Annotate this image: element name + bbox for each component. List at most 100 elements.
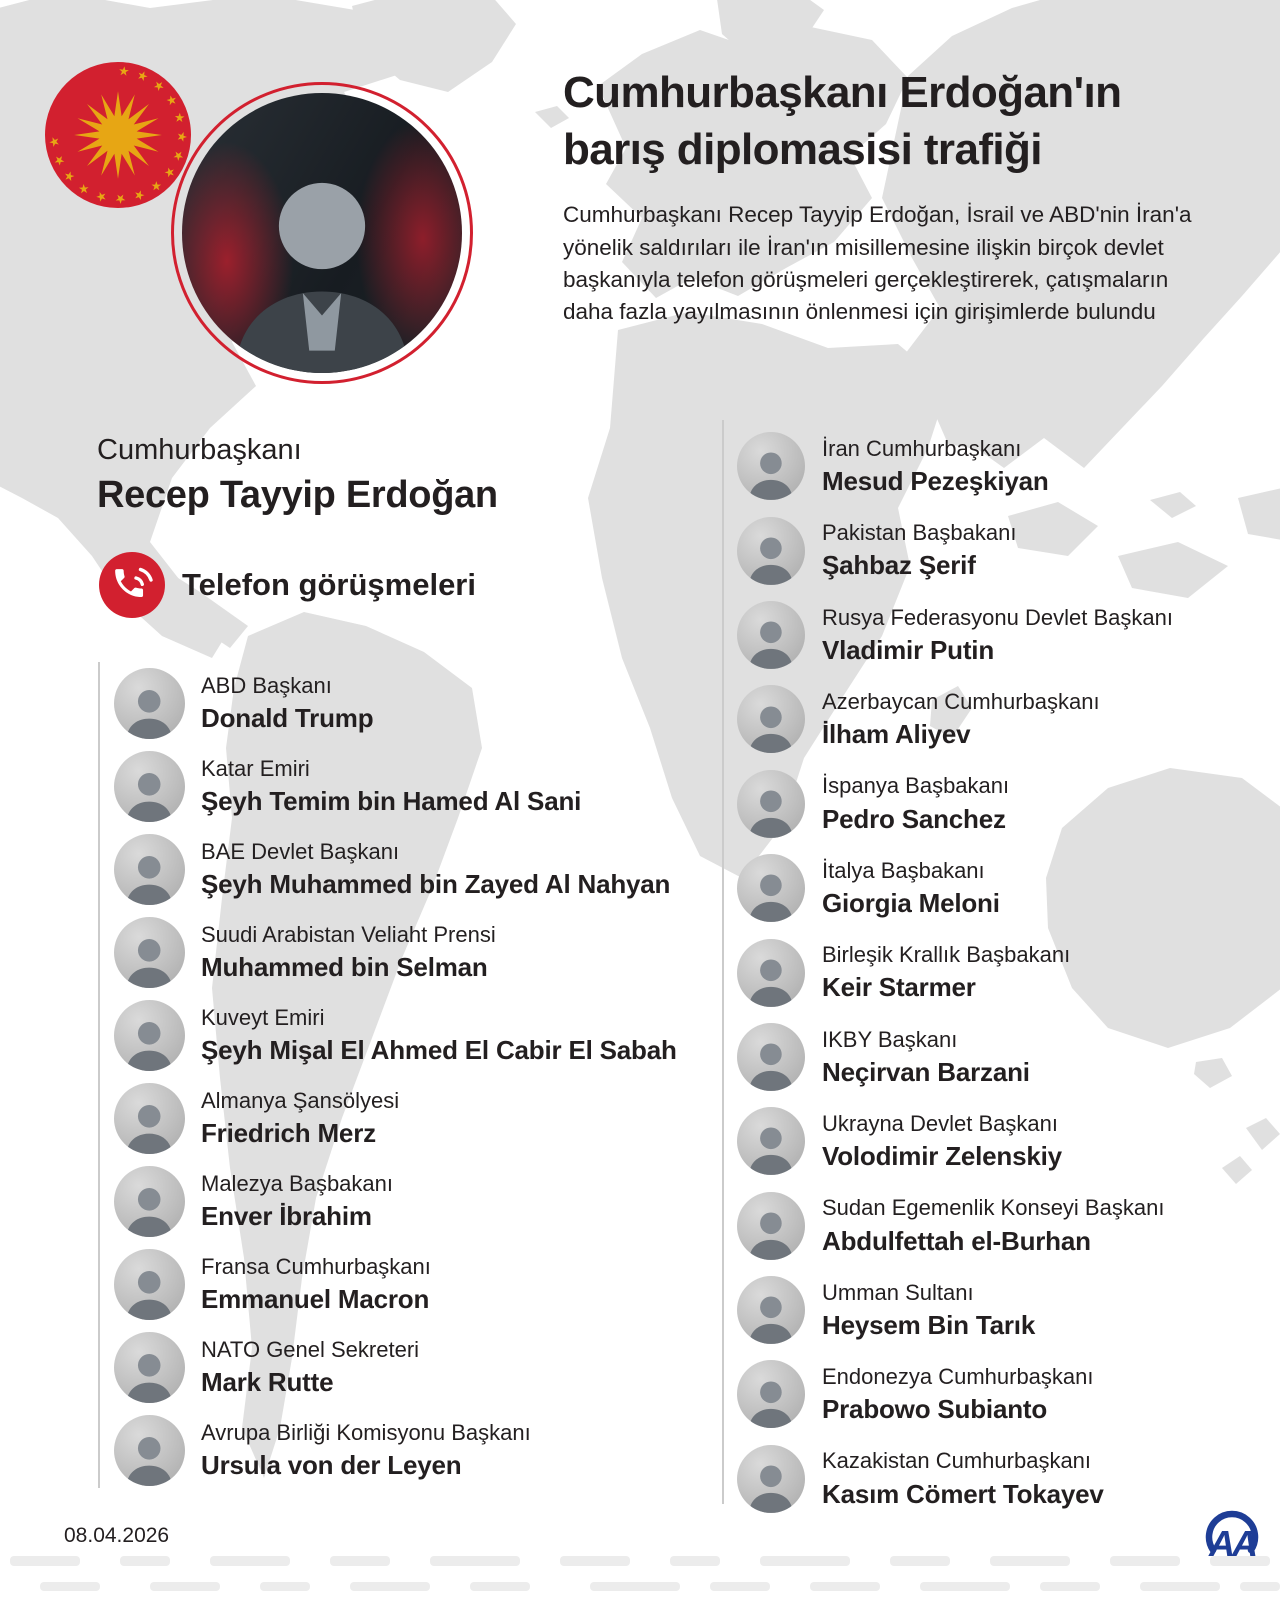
president-title: Cumhurbaşkanı xyxy=(97,434,302,466)
leader-text: Birleşik Krallık Başbakanı Keir Starmer xyxy=(822,942,1070,1002)
leader-name: Friedrich Merz xyxy=(201,1118,376,1149)
leader-title: Avrupa Birliği Komisyonu Başkanı xyxy=(201,1420,531,1446)
leader-title: Almanya Şansölyesi xyxy=(201,1088,400,1114)
leader-title: Malezya Başbakanı xyxy=(201,1171,393,1197)
presidential-seal-icon: ★ ★ ★ ★ ★ ★ ★ ★ ★ ★ ★ ★ ★ ★ ★ ★ xyxy=(45,62,191,208)
leader-photo xyxy=(737,600,805,669)
leader-photo xyxy=(737,1191,805,1260)
leader-name: Giorgia Meloni xyxy=(822,887,1000,918)
leader-name: Mesud Pezeşkiyan xyxy=(822,465,1049,496)
leader-title: Kuveyt Emiri xyxy=(201,1005,325,1031)
map-south-america xyxy=(212,612,482,1478)
person-silhouette-icon xyxy=(126,1270,173,1320)
anadolu-agency-logo: AA xyxy=(1205,1510,1259,1564)
leader-photo xyxy=(114,668,185,739)
leader-item: NATO Genel Sekreteri Mark Rutte xyxy=(114,1326,677,1409)
president-photo-ring xyxy=(171,82,473,384)
leader-photo xyxy=(737,685,805,754)
person-silhouette-icon xyxy=(749,959,793,1007)
map-europe xyxy=(598,26,908,298)
person-silhouette-icon xyxy=(126,772,173,822)
leader-text: Fransa Cumhurbaşkanı Emmanuel Macron xyxy=(201,1254,431,1315)
leader-name: Şahbaz Şerif xyxy=(822,550,976,581)
leader-text: Malezya Başbakanı Enver İbrahim xyxy=(201,1171,393,1231)
leader-photo xyxy=(114,1415,185,1486)
leader-name: Emmanuel Macron xyxy=(201,1284,430,1315)
leader-title: Ukrayna Devlet Başkanı xyxy=(822,1110,1058,1136)
person-silhouette-icon xyxy=(749,1127,793,1176)
person-silhouette-icon xyxy=(749,874,793,923)
president-name: Recep Tayyip Erdoğan xyxy=(97,474,498,516)
leader-text: Avrupa Birliği Komisyonu Başkanı Ursula … xyxy=(201,1420,531,1480)
leader-name: Prabowo Subianto xyxy=(822,1394,1048,1425)
leader-title: İran Cumhurbaşkanı xyxy=(822,435,1022,461)
president-intro: Cumhurbaşkanı Recep Tayyip Erdoğan xyxy=(97,434,498,517)
leader-item: Katar Emiri Şeyh Temim bin Hamed Al Sani xyxy=(114,745,677,828)
leader-title: Endonezya Cumhurbaşkanı xyxy=(822,1364,1094,1390)
leader-text: Ukrayna Devlet Başkanı Volodimir Zelensk… xyxy=(822,1110,1062,1171)
person-silhouette-icon xyxy=(749,1212,793,1260)
leader-name: Vladimir Putin xyxy=(822,634,995,665)
leader-photo xyxy=(737,432,805,501)
leader-title: NATO Genel Sekreteri xyxy=(201,1337,420,1363)
map-new-zealand-north xyxy=(1246,1118,1280,1150)
map-africa xyxy=(588,312,948,878)
leader-text: İtalya Başbakanı Giorgia Meloni xyxy=(822,857,1000,918)
leader-title: Azerbaycan Cumhurbaşkanı xyxy=(822,688,1100,714)
leader-item: Azerbaycan Cumhurbaşkanı İlham Aliyev xyxy=(737,677,1173,761)
leader-item: Rusya Federasyonu Devlet Başkanı Vladimi… xyxy=(737,593,1173,677)
leader-item: Birleşik Krallık Başbakanı Keir Starmer xyxy=(737,930,1173,1014)
leader-title: Pakistan Başbakanı xyxy=(822,520,1017,546)
right-column-divider xyxy=(722,420,724,1504)
leader-text: Umman Sultanı Heysem Bin Tarık xyxy=(822,1280,1035,1340)
leader-title: Rusya Federasyonu Devlet Başkanı xyxy=(822,604,1173,630)
agency-logo-letters: AA xyxy=(1208,1523,1256,1564)
leader-name: Şeyh Mişal El Ahmed El Cabir El Sabah xyxy=(201,1035,677,1066)
person-silhouette-icon xyxy=(126,689,173,739)
leader-item: Umman Sultanı Heysem Bin Tarık xyxy=(737,1268,1173,1352)
leader-title: Kazakistan Cumhurbaşkanı xyxy=(822,1448,1092,1474)
person-silhouette-icon xyxy=(126,1436,173,1486)
leader-item: Malezya Başbakanı Enver İbrahim xyxy=(114,1160,677,1243)
person-silhouette-icon xyxy=(235,182,409,373)
leader-name: İlham Aliyev xyxy=(822,719,971,750)
leader-title: IKBY Başkanı xyxy=(822,1026,958,1052)
leader-text: Suudi Arabistan Veliaht Prensi Muhammed … xyxy=(201,922,496,983)
map-asia xyxy=(882,0,1280,468)
leader-name: Muhammed bin Selman xyxy=(201,952,488,983)
leader-photo xyxy=(737,938,805,1007)
leader-text: Azerbaycan Cumhurbaşkanı İlham Aliyev xyxy=(822,688,1100,750)
map-greenland xyxy=(352,0,516,92)
leader-text: Sudan Egemenlik Konseyi Başkanı Abdulfet… xyxy=(822,1196,1164,1255)
leader-item: Avrupa Birliği Komisyonu Başkanı Ursula … xyxy=(114,1409,677,1492)
leader-item: Ukrayna Devlet Başkanı Volodimir Zelensk… xyxy=(737,1099,1173,1183)
leader-text: IKBY Başkanı Neçirvan Barzani xyxy=(822,1026,1030,1087)
leader-name: Pedro Sanchez xyxy=(822,803,1006,834)
leader-photo xyxy=(114,1083,185,1154)
leader-photo xyxy=(737,1022,805,1091)
leader-title: İtalya Başbakanı xyxy=(822,857,985,883)
leader-title: Suudi Arabistan Veliaht Prensi xyxy=(201,922,496,948)
page-description: Cumhurbaşkanı Recep Tayyip Erdoğan, İsra… xyxy=(563,202,1192,324)
leader-item: İran Cumhurbaşkanı Mesud Pezeşkiyan xyxy=(737,424,1173,508)
person-silhouette-icon xyxy=(126,1021,173,1071)
person-silhouette-icon xyxy=(749,790,793,838)
person-silhouette-icon xyxy=(749,537,793,585)
map-island-3 xyxy=(1238,488,1280,540)
map-new-zealand-south xyxy=(1222,1156,1252,1184)
person-silhouette-icon xyxy=(126,855,173,905)
person-silhouette-icon xyxy=(749,1296,793,1345)
leader-text: Pakistan Başbakanı Şahbaz Şerif xyxy=(822,520,1017,581)
leader-item: Kuveyt Emiri Şeyh Mişal El Ahmed El Cabi… xyxy=(114,994,677,1077)
leader-item: İspanya Başbakanı Pedro Sanchez xyxy=(737,762,1173,846)
leader-text: Almanya Şansölyesi Friedrich Merz xyxy=(201,1088,400,1149)
leader-photo xyxy=(114,1332,185,1403)
leader-text: Kazakistan Cumhurbaşkanı Kasım Cömert To… xyxy=(822,1449,1104,1508)
leaders-list-right: İran Cumhurbaşkanı Mesud Pezeşkiyan Paki… xyxy=(737,424,1173,1521)
leader-item: Almanya Şansölyesi Friedrich Merz xyxy=(114,1077,677,1160)
leader-text: BAE Devlet Başkanı Şeyh Muhammed bin Zay… xyxy=(201,839,670,899)
person-silhouette-icon xyxy=(749,1381,793,1429)
person-silhouette-icon xyxy=(126,1104,173,1154)
leader-item: Kazakistan Cumhurbaşkanı Kasım Cömert To… xyxy=(737,1437,1173,1521)
map-arabia xyxy=(928,372,1020,452)
